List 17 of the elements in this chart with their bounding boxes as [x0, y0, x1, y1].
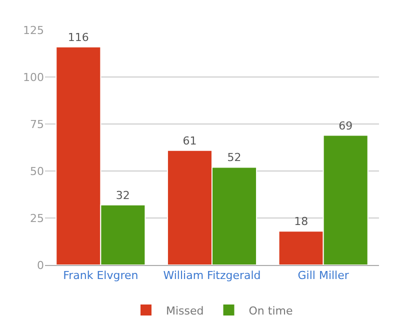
data-label: 116	[68, 30, 89, 44]
legend-label: Missed	[166, 304, 204, 318]
x-tick-label: Frank Elvgren	[63, 269, 138, 282]
y-tick-label: 25	[30, 212, 44, 225]
y-tick-label: 50	[30, 164, 44, 178]
data-label: 69	[338, 119, 353, 132]
x-tick-label: Gill Miller	[298, 269, 350, 282]
y-tick-label: 0	[37, 258, 44, 272]
x-tick-label: William Fitzgerald	[163, 269, 261, 282]
data-label: 61	[182, 134, 197, 148]
y-tick-label: 100	[23, 70, 44, 84]
y-tick-label: 125	[23, 24, 44, 37]
data-label: 18	[294, 215, 308, 228]
legend-label: On time	[248, 304, 293, 318]
y-tick-label: 75	[30, 118, 44, 131]
data-label: 52	[227, 151, 242, 164]
data-label: 32	[116, 188, 130, 202]
